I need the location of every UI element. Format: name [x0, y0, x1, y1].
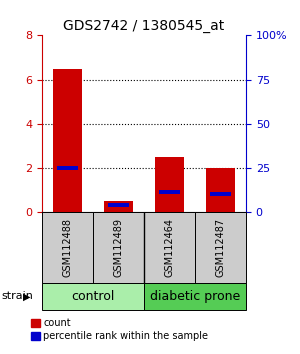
Text: GSM112489: GSM112489 — [113, 218, 124, 277]
Bar — [144, 283, 246, 310]
Text: diabetic prone: diabetic prone — [150, 290, 240, 303]
Bar — [210, 192, 231, 195]
Text: ▶: ▶ — [22, 291, 30, 302]
Bar — [104, 201, 133, 212]
Text: control: control — [71, 290, 115, 303]
Title: GDS2742 / 1380545_at: GDS2742 / 1380545_at — [63, 19, 225, 33]
Text: GSM112488: GSM112488 — [62, 218, 73, 277]
Bar — [53, 69, 82, 212]
Bar — [93, 212, 144, 283]
Legend: count, percentile rank within the sample: count, percentile rank within the sample — [29, 316, 210, 343]
Bar — [42, 283, 144, 310]
Bar — [159, 190, 180, 194]
Bar — [57, 166, 78, 170]
Text: GSM112487: GSM112487 — [215, 218, 226, 278]
Bar — [42, 212, 93, 283]
Bar — [195, 212, 246, 283]
Bar — [144, 212, 195, 283]
Bar — [155, 157, 184, 212]
Text: GSM112464: GSM112464 — [164, 218, 175, 277]
Text: strain: strain — [2, 291, 33, 302]
Bar — [108, 202, 129, 207]
Bar — [206, 168, 235, 212]
